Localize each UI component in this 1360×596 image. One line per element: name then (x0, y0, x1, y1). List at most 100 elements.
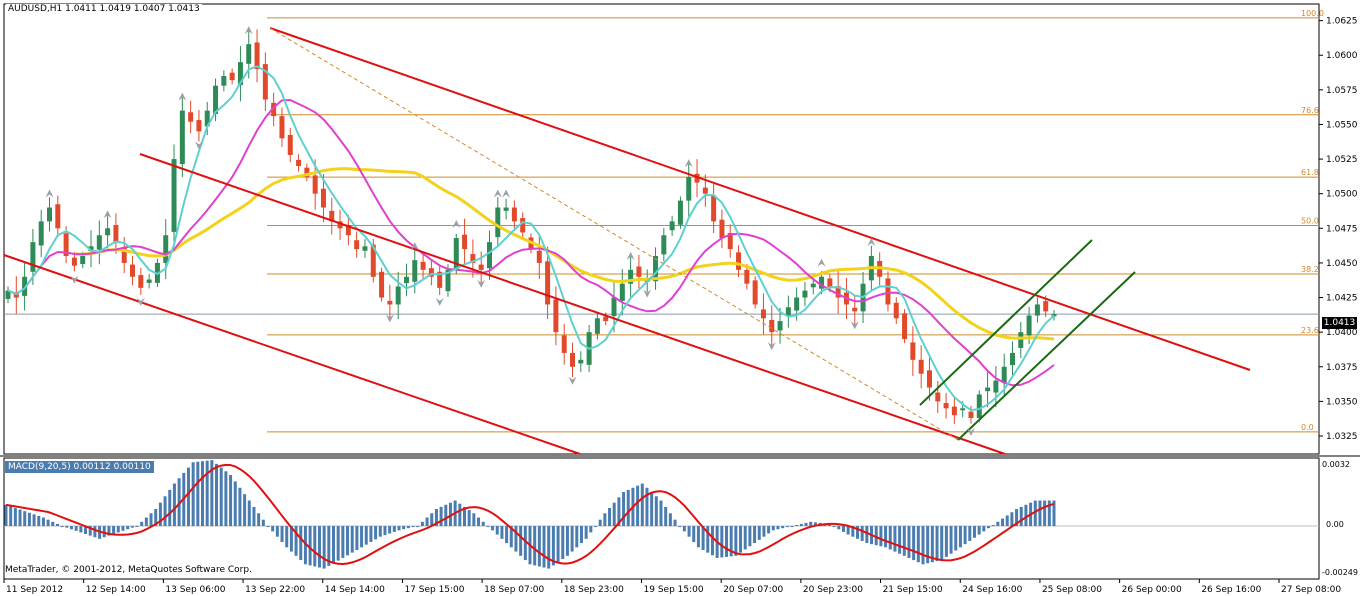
candle-body (545, 261, 551, 305)
candle-body (370, 244, 376, 277)
candle (63, 226, 69, 264)
candle-body (677, 200, 683, 225)
macd-histogram-bar (598, 519, 602, 527)
candle (727, 224, 733, 258)
candle-body (985, 387, 991, 392)
macd-histogram-bar (579, 526, 583, 544)
x-tick-label: 26 Sep 00:00 (1122, 585, 1182, 595)
fractal-up-arrow (410, 242, 419, 251)
macd-histogram-bar (860, 526, 864, 541)
candle-body (304, 167, 310, 178)
macd-histogram-bar (898, 526, 902, 554)
candle (594, 312, 600, 340)
macd-histogram-bar (893, 526, 897, 552)
macd-histogram-bar (1052, 500, 1056, 527)
macd-histogram-bar (589, 526, 593, 533)
candle (744, 264, 750, 290)
macd-histogram-bar (790, 526, 794, 528)
macd-histogram-bar (350, 526, 354, 553)
macd-histogram-bar (533, 526, 537, 566)
channel-upper-line (269, 27, 1251, 371)
candle-body (993, 380, 999, 393)
green-channel-lower-line (957, 271, 1136, 441)
candle-body (213, 85, 219, 114)
candle (362, 239, 368, 258)
x-tick-label: 18 Sep 23:00 (564, 585, 624, 595)
macd-histogram-bar (696, 526, 700, 548)
macd-histogram-bar (364, 526, 368, 545)
macd-histogram-bar (18, 509, 22, 527)
macd-histogram-bar (434, 509, 438, 527)
candle (503, 198, 509, 220)
candle-body (63, 233, 69, 256)
macd-histogram-bar (186, 467, 190, 527)
fractal-up-arrow (626, 251, 635, 260)
macd-histogram-bar (154, 509, 158, 527)
macd-histogram-bar (149, 513, 153, 527)
candle-body (951, 406, 957, 416)
macd-histogram-bar (224, 471, 228, 527)
macd-histogram-bar (107, 526, 111, 536)
macd-histogram-bar (37, 515, 41, 527)
macd-histogram-bar (561, 526, 565, 560)
candle-body (445, 269, 451, 292)
macd-histogram-bar (406, 526, 410, 529)
macd-histogram-bar (369, 526, 373, 542)
macd-histogram-bar (383, 526, 387, 536)
macd-histogram-bar (710, 526, 714, 556)
y-tick-label: 1.0400 (1326, 328, 1358, 338)
macd-histogram-bar (121, 526, 125, 531)
fib-level-label: 61.8 (1301, 168, 1319, 177)
candle-body (287, 134, 293, 155)
candle (736, 245, 742, 277)
candle (545, 246, 551, 320)
fractal-up-arrow (867, 238, 876, 246)
macd-histogram-bar (888, 526, 892, 550)
macd-histogram-bar (935, 526, 939, 562)
fractal-down-arrow (477, 279, 486, 288)
candle-body (536, 250, 542, 263)
candle-body (777, 321, 783, 331)
candle (320, 174, 326, 223)
macd-histogram-bar (257, 513, 261, 527)
macd-histogram-bar (537, 526, 541, 567)
candle-body (171, 159, 177, 232)
candle-body (628, 269, 634, 284)
macd-histogram-bar (575, 526, 579, 548)
candle-body (943, 403, 949, 409)
macd-histogram-bar (785, 526, 789, 528)
x-tick-label: 13 Sep 22:00 (245, 585, 305, 595)
macd-histogram-bar (940, 526, 944, 561)
candle (113, 213, 119, 254)
macd-histogram-bar (1043, 500, 1047, 527)
macd-histogram-bar (158, 502, 162, 527)
macd-histogram-bar (1019, 506, 1023, 527)
macd-histogram-bar (70, 526, 73, 530)
macd-histogram-bar (463, 506, 466, 527)
candle (1018, 322, 1024, 359)
x-tick-label: 11 Sep 2012 (6, 585, 63, 595)
macd-histogram-bar (163, 496, 167, 527)
x-tick-label: 27 Sep 08:00 (1281, 585, 1341, 595)
candle (462, 218, 468, 266)
candle-body (204, 110, 210, 127)
y-tick-label: 1.0575 (1326, 86, 1358, 96)
candle (105, 215, 111, 249)
chart-header-label: AUDUSD,H1 1.0411 1.0419 1.0407 1.0413 (6, 4, 202, 14)
macd-histogram-bar (84, 526, 88, 535)
candle-body (254, 42, 260, 70)
macd-histogram-bar (594, 526, 597, 528)
macd-histogram-bar (1033, 500, 1037, 527)
candle (5, 286, 11, 304)
candle-body (1009, 352, 1015, 366)
candle (752, 276, 758, 309)
x-tick-label: 25 Sep 08:00 (1042, 585, 1102, 595)
candle (511, 200, 517, 229)
candle-body (138, 275, 144, 288)
candle-body (22, 276, 28, 296)
x-tick-label: 20 Sep 23:00 (803, 585, 863, 595)
macd-histogram-bar (645, 487, 649, 527)
candle-body (910, 342, 916, 360)
macd-histogram-bar (229, 475, 233, 527)
